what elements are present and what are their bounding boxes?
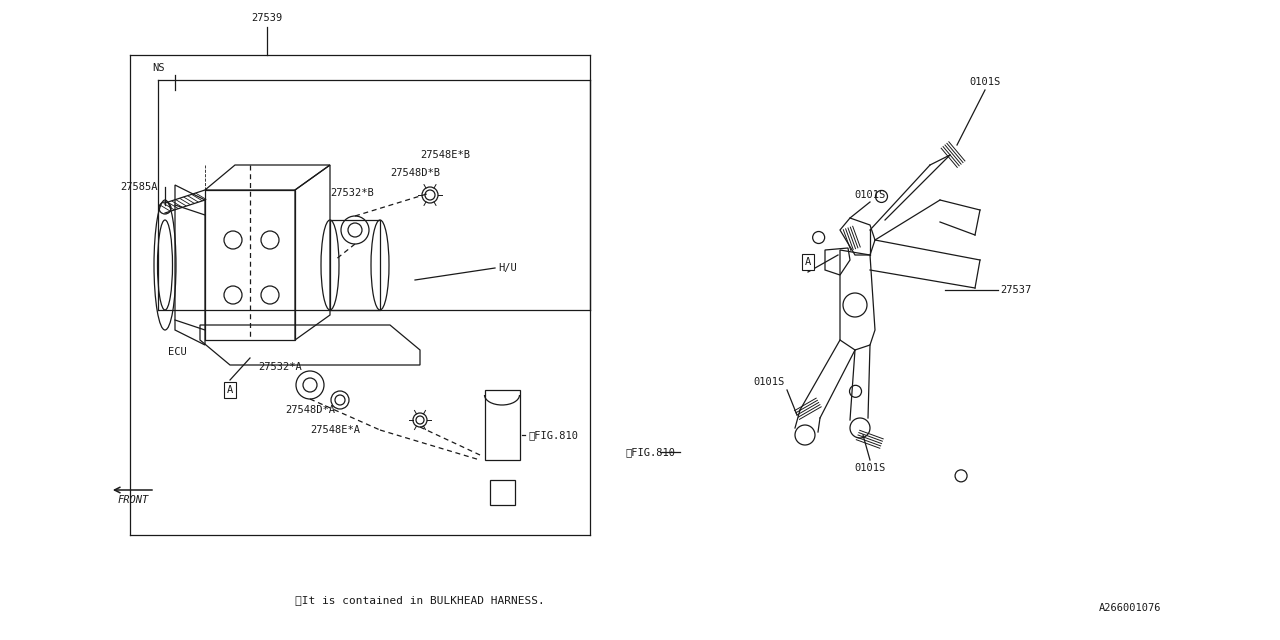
Text: FRONT: FRONT xyxy=(118,495,150,505)
Text: 0101S: 0101S xyxy=(854,190,886,200)
Text: A266001076: A266001076 xyxy=(1098,603,1161,613)
Text: A: A xyxy=(227,385,233,395)
Text: 27532*A: 27532*A xyxy=(259,362,302,372)
Text: 0101S: 0101S xyxy=(754,377,785,387)
Text: 27548D*A: 27548D*A xyxy=(285,405,335,415)
Text: 0101S: 0101S xyxy=(854,463,886,473)
Text: ※It is contained in BULKHEAD HARNESS.: ※It is contained in BULKHEAD HARNESS. xyxy=(296,595,545,605)
Text: 27537: 27537 xyxy=(1000,285,1032,295)
Text: 27548E*A: 27548E*A xyxy=(310,425,360,435)
Text: 27548E*B: 27548E*B xyxy=(420,150,470,160)
Text: ※FIG.810: ※FIG.810 xyxy=(625,447,675,457)
Text: A: A xyxy=(805,257,812,267)
Text: 27548D*B: 27548D*B xyxy=(390,168,440,178)
Text: 27539: 27539 xyxy=(251,13,283,23)
Text: H/U: H/U xyxy=(498,263,517,273)
Text: ※FIG.810: ※FIG.810 xyxy=(529,430,579,440)
Text: 0101S: 0101S xyxy=(969,77,1001,87)
Text: NS: NS xyxy=(152,63,165,73)
Text: 27585A: 27585A xyxy=(120,182,157,192)
Text: 27532*B: 27532*B xyxy=(330,188,374,198)
Text: ECU: ECU xyxy=(168,347,187,357)
